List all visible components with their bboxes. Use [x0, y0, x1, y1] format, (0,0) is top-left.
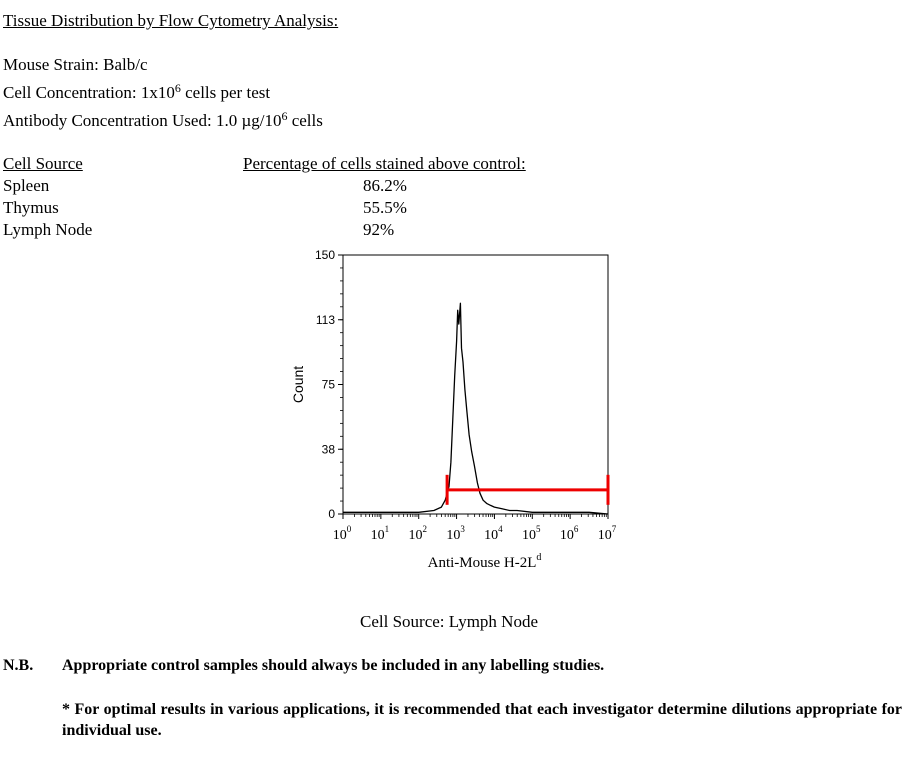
x-tick-label: 100	[333, 524, 352, 543]
x-tick-label: 101	[371, 524, 390, 543]
col-header-percentage: Percentage of cells stained above contro…	[243, 154, 526, 173]
antibody-concentration: Antibody Concentration Used: 1.0 µg/106 …	[3, 109, 323, 130]
x-tick-label: 106	[560, 524, 579, 543]
heading: Tissue Distribution by Flow Cytometry An…	[3, 11, 339, 30]
row-source-lymph-node: Lymph Node	[3, 220, 93, 239]
y-axis-label: Count	[290, 366, 306, 403]
x-tick-label: 102	[408, 524, 427, 543]
footnote: * For optimal results in various applica…	[62, 701, 902, 739]
row-source-spleen: Spleen	[3, 176, 50, 195]
row-pct-lymph-node: 92%	[363, 220, 395, 239]
y-tick-label: 75	[322, 378, 336, 392]
x-tick-label: 105	[522, 524, 541, 543]
x-tick-label: 104	[484, 524, 503, 543]
histogram-series	[343, 302, 609, 515]
nb-text: Appropriate control samples should alway…	[62, 657, 605, 674]
y-tick-label: 150	[315, 248, 335, 262]
flow-cytometry-histogram: 0 38 75 113 150 100 101 102 103 104 105 106 107 Count…	[290, 248, 617, 571]
x-tick-label: 103	[446, 524, 465, 543]
col-header-cell-source: Cell Source	[3, 154, 83, 173]
figure-caption: Cell Source: Lymph Node	[360, 612, 539, 631]
x-tick-label: 107	[598, 524, 617, 543]
row-pct-spleen: 86.2%	[363, 176, 407, 195]
row-source-thymus: Thymus	[3, 198, 59, 217]
y-tick-label: 0	[328, 507, 335, 521]
x-axis-label: Anti-Mouse H-2Ld	[428, 552, 542, 571]
row-pct-thymus: 55.5%	[363, 198, 407, 217]
y-tick-label: 113	[316, 313, 335, 327]
nb-label: N.B.	[3, 657, 34, 674]
cell-concentration: Cell Concentration: 1x106 cells per test	[3, 81, 271, 102]
y-tick-label: 38	[322, 442, 336, 456]
mouse-strain: Mouse Strain: Balb/c	[3, 55, 148, 74]
